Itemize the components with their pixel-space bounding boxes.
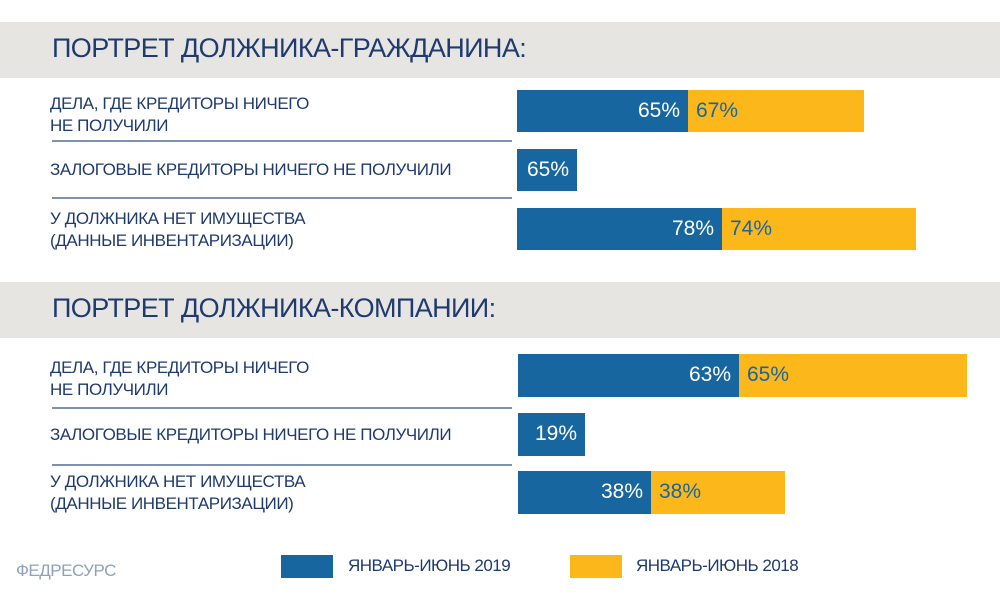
bar-2019: 78% xyxy=(517,208,722,250)
category-label: ЗАЛОГОВЫЕ КРЕДИТОРЫ НИЧЕГО НЕ ПОЛУЧИЛИ xyxy=(50,424,452,446)
legend-label-2018: ЯНВАРЬ-ИЮНЬ 2018 xyxy=(636,556,799,575)
bar-2019: 63% xyxy=(518,354,739,397)
category-label: ЗАЛОГОВЫЕ КРЕДИТОРЫ НИЧЕГО НЕ ПОЛУЧИЛИ xyxy=(50,159,452,181)
row-divider xyxy=(52,140,512,142)
bar-2019: 65% xyxy=(517,90,688,132)
bar-2018: 74% xyxy=(722,208,916,250)
panel-header-citizen: ПОРТРЕТ ДОЛЖНИКА-ГРАЖДАНИНА: xyxy=(0,22,1000,78)
bar-2019: 65% xyxy=(517,149,577,191)
category-label-line: НЕ ПОЛУЧИЛИ xyxy=(50,380,169,399)
category-label-line: ДЕЛА, ГДЕ КРЕДИТОРЫ НИЧЕГО xyxy=(50,358,309,377)
legend-swatch-2018 xyxy=(570,555,622,578)
category-label: У ДОЛЖНИКА НЕТ ИМУЩЕСТВА (ДАННЫЕ ИНВЕНТА… xyxy=(50,471,306,515)
data-label: 65% xyxy=(747,363,790,386)
bar-2018: 38% xyxy=(651,471,785,514)
panel-title: ПОРТРЕТ ДОЛЖНИКА-КОМПАНИИ: xyxy=(52,293,496,323)
data-label: 74% xyxy=(730,217,773,240)
category-label-line: У ДОЛЖНИКА НЕТ ИМУЩЕСТВА xyxy=(50,472,306,491)
bar-2019: 19% xyxy=(518,413,585,456)
panel-header-company: ПОРТРЕТ ДОЛЖНИКА-КОМПАНИИ: xyxy=(0,282,1000,338)
data-label: 63% xyxy=(688,363,731,386)
category-label-line: ДЕЛА, ГДЕ КРЕДИТОРЫ НИЧЕГО xyxy=(50,94,309,113)
bar-2019: 38% xyxy=(518,471,651,514)
category-label-line: (ДАННЫЕ ИНВЕНТАРИЗАЦИИ) xyxy=(50,231,294,250)
legend-label-2019: ЯНВАРЬ-ИЮНЬ 2019 xyxy=(348,556,511,575)
row-divider xyxy=(52,464,512,466)
row-divider xyxy=(52,197,512,199)
category-label: ДЕЛА, ГДЕ КРЕДИТОРЫ НИЧЕГО НЕ ПОЛУЧИЛИ xyxy=(50,93,309,137)
data-label: 19% xyxy=(534,422,577,445)
category-label-line: У ДОЛЖНИКА НЕТ ИМУЩЕСТВА xyxy=(50,209,306,228)
category-label-line: НЕ ПОЛУЧИЛИ xyxy=(50,116,169,135)
category-label-line: ЗАЛОГОВЫЕ КРЕДИТОРЫ НИЧЕГО НЕ ПОЛУЧИЛИ xyxy=(50,425,452,444)
bar-2018: 65% xyxy=(739,354,967,397)
category-label-line: (ДАННЫЕ ИНВЕНТАРИЗАЦИИ) xyxy=(50,494,294,513)
source-label: ФЕДРЕСУРС xyxy=(16,561,116,580)
data-label: 65% xyxy=(637,99,680,122)
panel-title: ПОРТРЕТ ДОЛЖНИКА-ГРАЖДАНИНА: xyxy=(52,33,527,63)
category-label: У ДОЛЖНИКА НЕТ ИМУЩЕСТВА (ДАННЫЕ ИНВЕНТА… xyxy=(50,208,306,252)
data-label: 78% xyxy=(671,217,714,240)
data-label: 67% xyxy=(696,99,739,122)
data-label: 65% xyxy=(526,158,569,181)
category-label-line: ЗАЛОГОВЫЕ КРЕДИТОРЫ НИЧЕГО НЕ ПОЛУЧИЛИ xyxy=(50,160,452,179)
legend-swatch-2019 xyxy=(281,555,333,578)
bar-2018: 67% xyxy=(688,90,864,132)
category-label: ДЕЛА, ГДЕ КРЕДИТОРЫ НИЧЕГО НЕ ПОЛУЧИЛИ xyxy=(50,357,309,401)
row-divider xyxy=(52,407,512,409)
data-label: 38% xyxy=(659,480,702,503)
data-label: 38% xyxy=(600,480,643,503)
